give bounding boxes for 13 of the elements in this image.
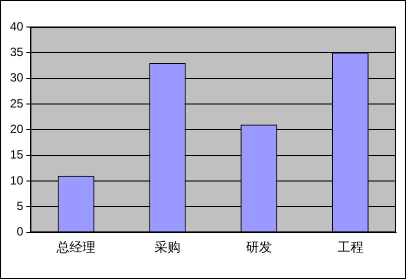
y-tick-label: 30	[10, 70, 24, 85]
y-tick-label: 25	[10, 96, 24, 110]
y-tick-label: 40	[10, 19, 24, 34]
x-tick-label: 采购	[154, 240, 180, 256]
y-tick-label: 5	[16, 199, 24, 214]
x-tick-label: 工程	[337, 240, 364, 256]
x-tick-label: 总经理	[56, 240, 96, 256]
y-tick-label: 15	[10, 148, 24, 162]
y-tick-label: 0	[16, 224, 24, 239]
y-tick-label: 20	[10, 122, 24, 136]
x-tick-label: 研发	[246, 240, 272, 256]
y-tick-label: 35	[10, 44, 24, 59]
y-tick-label: 10	[10, 173, 24, 188]
